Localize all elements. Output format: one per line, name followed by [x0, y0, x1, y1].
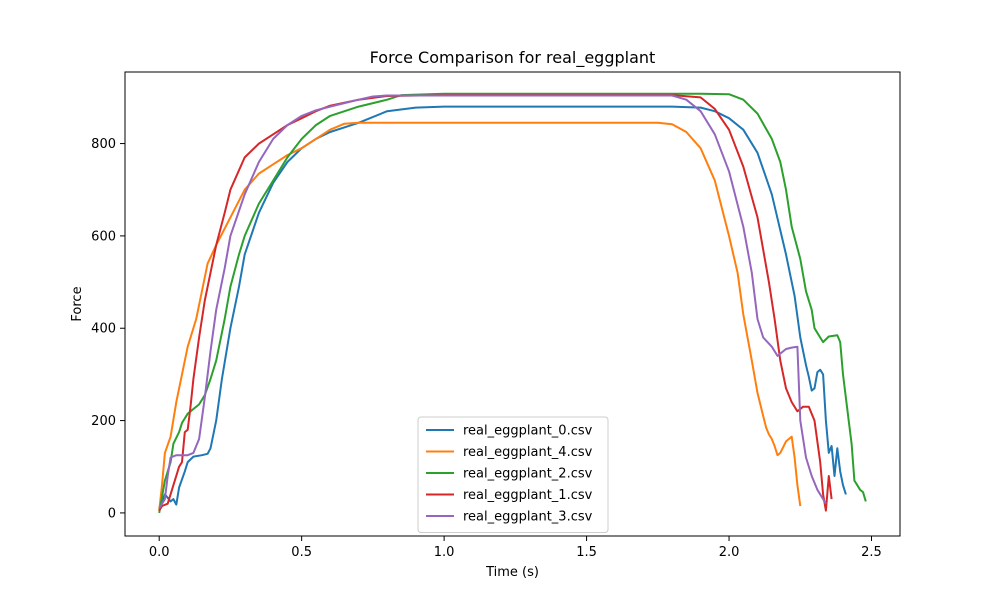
- series-line-2: [158, 92, 867, 514]
- series-line-4: [158, 94, 827, 509]
- y-axis-label: Force: [70, 286, 85, 321]
- legend-entry: real_eggplant_2.csv: [463, 467, 593, 482]
- y-axis: 0 200 400 600 800: [91, 137, 125, 521]
- chart-title: Force Comparison for real_eggplant: [370, 48, 656, 68]
- x-tick-label: 1.0: [434, 545, 455, 560]
- x-axis: 0.0 0.5 1.0 1.5 2.0 2.5: [149, 536, 882, 560]
- legend-entry: real_eggplant_3.csv: [463, 510, 593, 525]
- x-tick-label: 1.5: [576, 545, 597, 560]
- y-tick-label: 0: [108, 506, 116, 521]
- series-line-1: [158, 121, 802, 511]
- y-tick-label: 600: [91, 229, 116, 244]
- legend-frame: [417, 416, 609, 533]
- legend-entry: real_eggplant_4.csv: [463, 445, 593, 460]
- x-axis-label: Time (s): [485, 565, 539, 580]
- x-tick-label: 2.5: [861, 545, 882, 560]
- y-tick-label: 200: [91, 414, 116, 429]
- y-tick-label: 400: [91, 322, 116, 337]
- legend-entry: real_eggplant_0.csv: [463, 424, 593, 439]
- plot-frame: [124, 71, 901, 537]
- legend: real_eggplant_0.csv real_eggplant_4.csvre…: [417, 416, 609, 533]
- series-layer: [158, 92, 867, 514]
- legend-entry: real_eggplant_1.csv: [463, 488, 593, 503]
- x-tick-label: 2.0: [719, 545, 740, 560]
- series-line-0: [158, 105, 847, 509]
- x-tick-label: 0.0: [149, 545, 170, 560]
- y-tick-label: 800: [91, 137, 116, 152]
- x-tick-label: 0.5: [291, 545, 312, 560]
